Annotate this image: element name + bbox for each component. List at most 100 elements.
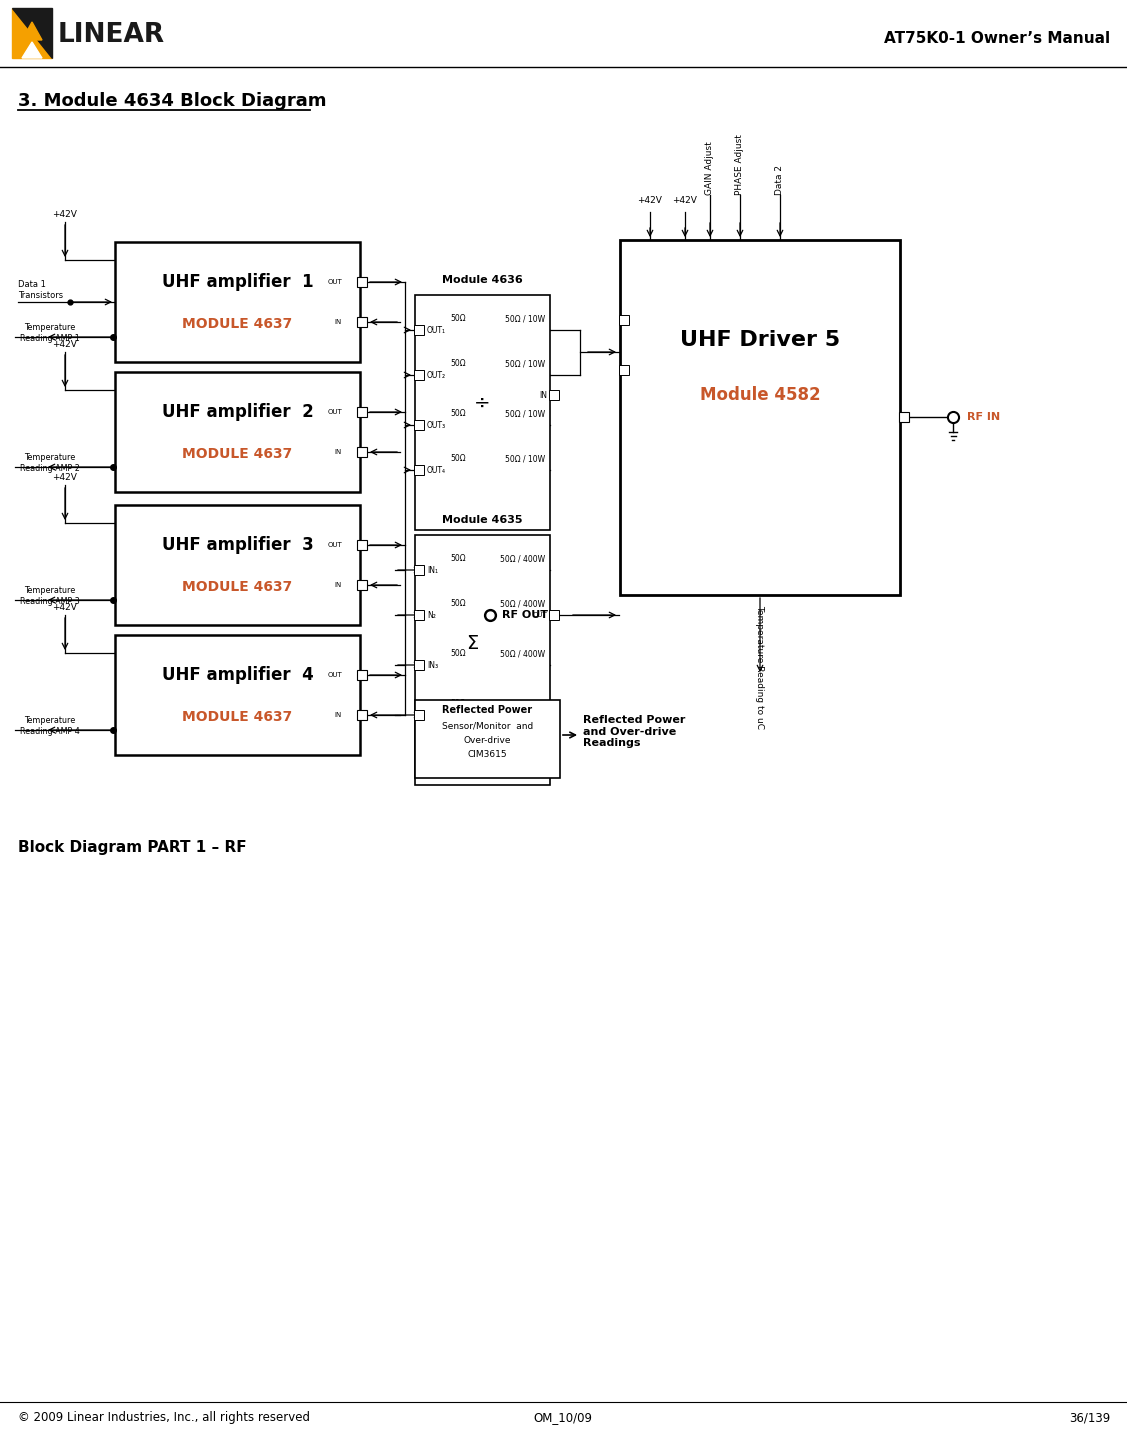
Text: 50Ω: 50Ω (450, 699, 465, 707)
Text: Reflected Power: Reflected Power (443, 704, 533, 714)
Text: RF IN: RF IN (967, 412, 1000, 422)
Bar (357, 670, 367, 680)
Text: 50Ω: 50Ω (450, 409, 465, 419)
Text: Module 4636: Module 4636 (442, 274, 523, 284)
Polygon shape (12, 9, 52, 59)
Text: IN: IN (335, 712, 341, 717)
Bar (414, 610, 424, 620)
Text: OUT₃: OUT₃ (427, 420, 446, 430)
Text: MODULE 4637: MODULE 4637 (183, 580, 293, 594)
Text: IN₁: IN₁ (427, 566, 438, 574)
Text: OUT₁: OUT₁ (427, 326, 446, 334)
Text: CIM3615: CIM3615 (468, 750, 507, 759)
Text: 50Ω: 50Ω (450, 554, 465, 563)
Text: UHF amplifier  4: UHF amplifier 4 (161, 666, 313, 684)
Text: IN: IN (539, 390, 547, 400)
Text: Data 1
Transistors: Data 1 Transistors (18, 280, 63, 300)
Bar (619, 364, 629, 374)
Text: OUT: OUT (327, 279, 341, 284)
Text: OUT: OUT (327, 542, 341, 547)
Bar (357, 407, 367, 417)
Polygon shape (12, 9, 52, 59)
Text: 50Ω: 50Ω (450, 314, 465, 323)
Text: 50Ω / 10W: 50Ω / 10W (505, 454, 545, 463)
Bar (357, 447, 367, 457)
Text: Temperature Reading to uC: Temperature Reading to uC (755, 604, 764, 729)
Text: +42V: +42V (53, 340, 78, 349)
Text: OM_10/09: OM_10/09 (533, 1412, 593, 1425)
Text: Temperature
Reading AMP 3: Temperature Reading AMP 3 (20, 586, 80, 606)
Text: 50Ω / 400W: 50Ω / 400W (500, 554, 545, 563)
Text: 50Ω / 400W: 50Ω / 400W (500, 599, 545, 607)
Text: Temperature
Reading AMP 2: Temperature Reading AMP 2 (20, 453, 80, 473)
Text: Sensor/Monitor  and: Sensor/Monitor and (442, 722, 533, 730)
Bar (115, 372, 360, 492)
Text: IN: IN (335, 582, 341, 587)
Bar (414, 370, 424, 380)
Bar (619, 314, 629, 324)
Text: IN₃: IN₃ (427, 660, 438, 670)
Text: PHASE Adjust: PHASE Adjust (736, 134, 745, 194)
Bar (414, 710, 424, 720)
Text: 50Ω / 10W: 50Ω / 10W (505, 314, 545, 323)
Bar (357, 317, 367, 327)
Bar (414, 420, 424, 430)
Bar (415, 700, 560, 777)
Bar (357, 580, 367, 590)
Text: N₂: N₂ (427, 610, 436, 620)
Bar (414, 564, 424, 574)
Text: RF OUT: RF OUT (502, 610, 548, 620)
Text: 3. Module 4634 Block Diagram: 3. Module 4634 Block Diagram (18, 91, 327, 110)
Bar (415, 534, 550, 785)
Text: Block Diagram PART 1 – RF: Block Diagram PART 1 – RF (18, 840, 247, 855)
Bar (899, 412, 909, 422)
Bar (549, 610, 559, 620)
Text: Reflected Power
and Over-drive
Readings: Reflected Power and Over-drive Readings (583, 714, 685, 749)
Text: UHF amplifier  1: UHF amplifier 1 (161, 273, 313, 292)
Bar (357, 540, 367, 550)
Polygon shape (23, 21, 42, 40)
Text: OUT: OUT (327, 672, 341, 677)
Bar (549, 390, 559, 400)
Bar (115, 634, 360, 755)
Bar (115, 504, 360, 624)
Text: Σ: Σ (467, 633, 479, 653)
Text: GAIN Adjust: GAIN Adjust (706, 141, 715, 194)
Text: IN₄: IN₄ (427, 710, 438, 719)
Text: © 2009 Linear Industries, Inc., all rights reserved: © 2009 Linear Industries, Inc., all righ… (18, 1412, 310, 1425)
Bar (620, 240, 900, 594)
Text: +42V: +42V (53, 473, 78, 482)
Text: Data 2: Data 2 (775, 164, 784, 194)
Bar (414, 324, 424, 334)
Text: Temperature
Reading AMP 1: Temperature Reading AMP 1 (20, 323, 80, 343)
Text: +42V: +42V (53, 603, 78, 612)
Text: MODULE 4637: MODULE 4637 (183, 710, 293, 725)
Text: +42V: +42V (638, 196, 663, 204)
Text: 50Ω: 50Ω (450, 359, 465, 369)
Text: +42V: +42V (53, 210, 78, 219)
Text: LINEAR: LINEAR (57, 21, 166, 49)
Text: Temperature
Reading AMP 4: Temperature Reading AMP 4 (20, 716, 80, 736)
Text: 50Ω / 400W: 50Ω / 400W (500, 649, 545, 657)
Text: ÷: ÷ (473, 393, 490, 413)
Text: 50Ω / 400W: 50Ω / 400W (500, 699, 545, 707)
Text: OUT₂: OUT₂ (427, 370, 446, 380)
Text: OUT: OUT (327, 409, 341, 414)
Text: 50Ω / 10W: 50Ω / 10W (505, 359, 545, 369)
Bar (414, 464, 424, 474)
Text: 36/139: 36/139 (1068, 1412, 1110, 1425)
Text: UHF amplifier  3: UHF amplifier 3 (161, 536, 313, 554)
Text: 50Ω: 50Ω (450, 454, 465, 463)
Text: OUT₄: OUT₄ (427, 466, 446, 474)
Bar (115, 242, 360, 362)
Bar (357, 277, 367, 287)
Text: IN: IN (335, 449, 341, 454)
Text: AT75K0-1 Owner’s Manual: AT75K0-1 Owner’s Manual (884, 30, 1110, 46)
Bar (414, 660, 424, 670)
Text: OUT: OUT (532, 612, 547, 617)
Text: 50Ω: 50Ω (450, 599, 465, 607)
Text: MODULE 4637: MODULE 4637 (183, 317, 293, 332)
Text: IN: IN (335, 319, 341, 324)
Text: +42V: +42V (673, 196, 698, 204)
Text: Over-drive: Over-drive (463, 736, 512, 745)
